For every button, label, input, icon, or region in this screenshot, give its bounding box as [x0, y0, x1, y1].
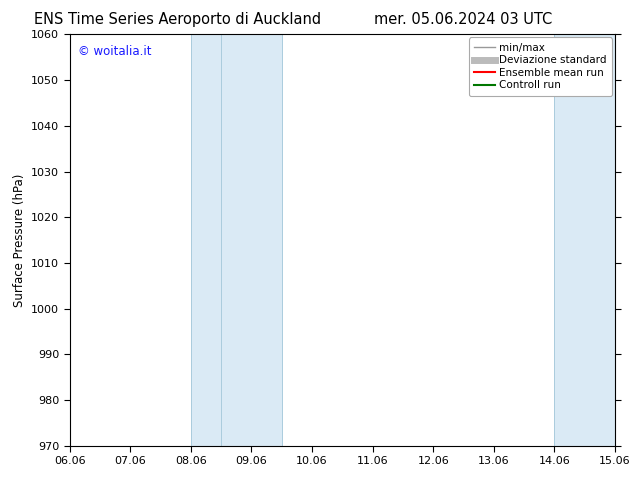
Legend: min/max, Deviazione standard, Ensemble mean run, Controll run: min/max, Deviazione standard, Ensemble m…	[469, 37, 612, 96]
Bar	[554, 34, 615, 446]
Text: mer. 05.06.2024 03 UTC: mer. 05.06.2024 03 UTC	[373, 12, 552, 27]
Bar	[191, 34, 221, 446]
Text: ENS Time Series Aeroporto di Auckland: ENS Time Series Aeroporto di Auckland	[34, 12, 321, 27]
Text: © woitalia.it: © woitalia.it	[78, 45, 152, 58]
Bar	[221, 34, 281, 446]
Y-axis label: Surface Pressure (hPa): Surface Pressure (hPa)	[13, 173, 25, 307]
